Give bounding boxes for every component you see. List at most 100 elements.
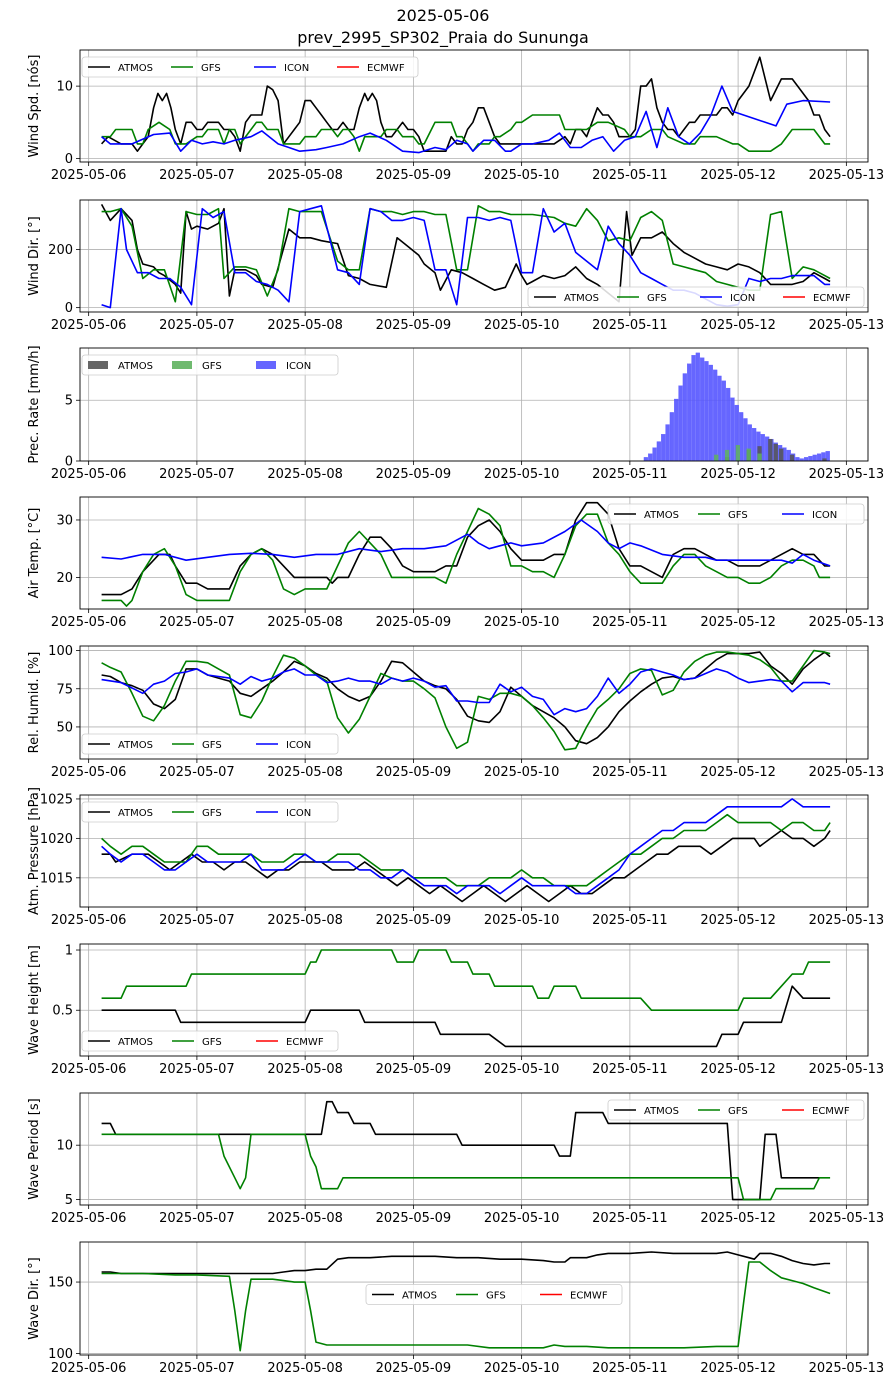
y-tick-label: 150 <box>48 1276 73 1291</box>
y-axis-label: Wind Spd. [nós] <box>27 55 42 158</box>
y-tick-label: 1025 <box>40 792 73 807</box>
x-tick-label: 2025-05-12 <box>700 913 776 928</box>
chart-panel-5: 2025-05-06 2025-05-07 2025-05-08 2025-05-09… <box>27 644 884 780</box>
legend-label: ECMWF <box>570 1291 608 1302</box>
y-tick-label: 30 <box>56 513 73 528</box>
x-tick-label: 2025-05-08 <box>267 615 343 630</box>
y-axis-label: Rel. Humid. [%] <box>27 652 42 754</box>
x-tick-label: 2025-05-07 <box>159 168 235 183</box>
axes-frame <box>79 943 869 1057</box>
plot-area <box>101 56 831 154</box>
bar-icon <box>656 441 661 461</box>
legend-entry-atmos: ATMOS <box>88 740 153 751</box>
y-axis-label: Wave Height [m] <box>27 945 42 1055</box>
legend-label: GFS <box>202 361 222 372</box>
series-line-atmos <box>100 204 831 303</box>
series-line-atmos <box>101 985 831 1048</box>
x-tick-label: 2025-05-13 <box>809 913 885 928</box>
legend: ATMOS GFS ICON <box>81 733 339 755</box>
x-tick-label: 2025-05-08 <box>267 318 343 333</box>
x-tick-label: 2025-05-10 <box>484 765 560 780</box>
legend-label: ICON <box>812 510 837 521</box>
series-line-atmos <box>101 56 831 152</box>
series-line-gfs <box>101 649 831 751</box>
legend-swatch <box>88 361 108 369</box>
plot-area <box>101 1251 831 1352</box>
y-tick-label: 75 <box>56 682 73 697</box>
y-tick-label: 1015 <box>40 871 73 886</box>
x-tick-label: 2025-05-09 <box>376 318 452 333</box>
x-tick-label: 2025-05-12 <box>700 467 776 482</box>
x-tick-label: 2025-05-13 <box>809 1211 885 1226</box>
bar-gfs <box>724 449 730 461</box>
legend-label: ATMOS <box>644 1106 679 1117</box>
series-line-atmos <box>101 501 831 596</box>
legend-entry-atmos: ATMOS <box>534 293 599 304</box>
y-tick-label: 5 <box>65 394 73 409</box>
bar-icon <box>816 453 822 461</box>
grid <box>80 200 868 312</box>
x-tick-label: 2025-05-11 <box>592 1062 668 1077</box>
series-line-icon <box>101 668 831 716</box>
legend-entry-gfs: GFS <box>172 740 222 751</box>
legend-entry-gfs: GFS <box>172 808 222 819</box>
grid <box>80 1242 868 1355</box>
chart-panel-4: 2025-05-06 2025-05-07 2025-05-08 2025-05-09… <box>27 496 885 630</box>
x-tick-label: 2025-05-08 <box>267 765 343 780</box>
x-tick-label: 2025-05-08 <box>267 467 343 482</box>
y-tick-label: 50 <box>56 720 73 735</box>
chart-panel-7: 2025-05-06 2025-05-07 2025-05-08 2025-05-09… <box>27 944 884 1077</box>
axes-frame <box>79 645 869 760</box>
bar-atmos <box>779 448 784 461</box>
bar-icon <box>695 352 700 461</box>
series-line-atmos <box>101 829 831 903</box>
x-tick-label: 2025-05-06 <box>51 1062 127 1077</box>
plot-area <box>101 949 831 1048</box>
legend-label: GFS <box>486 1291 506 1302</box>
y-tick-label: 100 <box>48 1347 73 1362</box>
bar-icon <box>821 452 826 461</box>
legend-entry-atmos: ATMOS <box>614 1106 679 1117</box>
legend-label: ATMOS <box>564 293 599 304</box>
legend-label: ICON <box>284 63 309 74</box>
series-line-icon <box>101 519 831 567</box>
axes-frame <box>79 1092 869 1206</box>
bar-icon <box>730 397 735 461</box>
bar-gfs <box>757 453 762 461</box>
y-tick-label: 10 <box>56 1139 73 1154</box>
x-tick-label: 2025-05-12 <box>700 1062 776 1077</box>
series-line-gfs <box>101 1261 831 1352</box>
x-tick-label: 2025-05-12 <box>700 615 776 630</box>
x-tick-label: 2025-05-06 <box>51 615 127 630</box>
y-tick-label: 0 <box>65 455 73 470</box>
x-tick-label: 2025-05-12 <box>700 1361 776 1376</box>
legend: ATMOS GFS ICON ECMWF <box>527 286 865 308</box>
legend-entry-icon: ICON <box>256 808 311 819</box>
x-tick-label: 2025-05-06 <box>51 765 127 780</box>
legend-label: ICON <box>286 740 311 751</box>
bar-icon <box>661 434 666 461</box>
legend-label: ATMOS <box>118 740 153 751</box>
series-line-gfs <box>101 114 831 152</box>
legend-label: ICON <box>286 808 311 819</box>
x-tick-label: 2025-05-08 <box>267 1062 343 1077</box>
legend-entry-icon: ICON <box>782 510 837 521</box>
legend-label: ATMOS <box>118 361 153 372</box>
legend-entry-ecmwf: ECMWF <box>337 63 405 74</box>
x-tick-label: 2025-05-07 <box>159 1211 235 1226</box>
legend-entry-gfs: GFS <box>698 510 748 521</box>
series-line-gfs <box>101 813 831 887</box>
axes-frame <box>79 496 869 610</box>
legend-label: ICON <box>286 361 311 372</box>
x-tick-label: 2025-05-09 <box>376 168 452 183</box>
x-tick-label: 2025-05-13 <box>809 765 885 780</box>
y-tick-label: 200 <box>48 243 73 258</box>
bar-icon <box>812 454 817 461</box>
bar-atmos <box>789 454 795 461</box>
legend: ATMOS GFS ICON <box>607 503 865 525</box>
legend-entry-gfs: GFS <box>456 1291 506 1302</box>
x-tick-label: 2025-05-13 <box>809 615 885 630</box>
x-tick-label: 2025-05-11 <box>592 168 668 183</box>
bar-icon <box>678 385 683 461</box>
